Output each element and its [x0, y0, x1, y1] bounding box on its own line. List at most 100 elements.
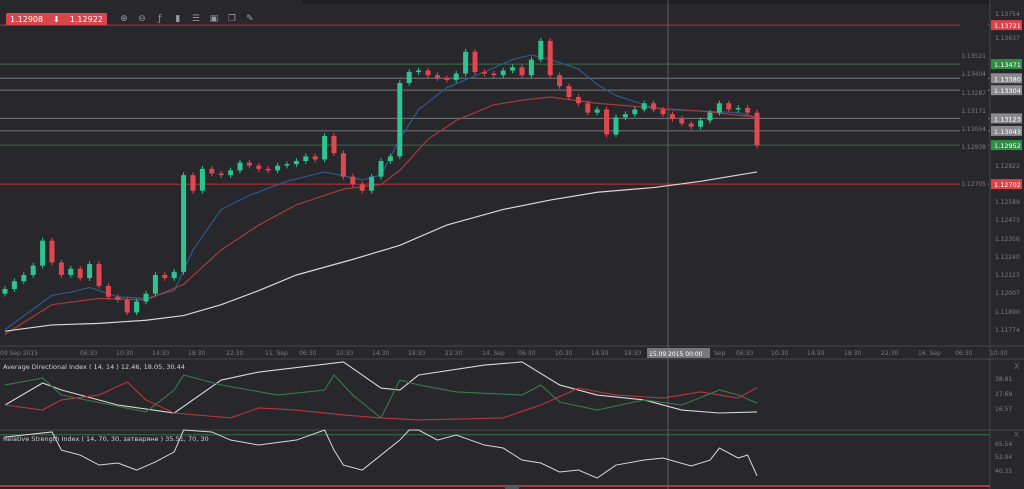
time-tick-label: 06:30 — [518, 350, 535, 357]
candle-body — [481, 72, 487, 74]
zoom-out-icon[interactable]: ⊖ — [138, 14, 146, 24]
candle-body — [500, 70, 506, 76]
price-level-tag — [991, 59, 1022, 70]
candle-body — [688, 123, 694, 127]
candle-body — [209, 168, 215, 174]
rsi-tick-label: 52.94 — [995, 454, 1012, 461]
time-tick-label: 14:30 — [591, 350, 608, 357]
adx-series-line — [4, 374, 758, 419]
price-tick-label: 1.13287 — [961, 90, 986, 97]
adx-tick-label: 16.57 — [995, 406, 1012, 413]
candle-body — [134, 301, 140, 313]
price-level-tag — [991, 113, 1022, 124]
candle-body — [265, 168, 271, 171]
time-tick-label: 11. Sep — [265, 350, 288, 357]
candle-body — [312, 156, 318, 160]
time-tick-label: 10:30 — [990, 350, 1007, 357]
candle-body — [406, 72, 412, 83]
candle-body — [350, 176, 356, 185]
candle-body — [369, 176, 375, 191]
candle-body — [237, 162, 243, 171]
candle-body — [152, 274, 158, 294]
price-level-label: 1.13123 — [994, 115, 1021, 123]
crosshair-time-tag — [647, 348, 710, 358]
candle-body — [228, 170, 234, 176]
time-tick-label: 14:30 — [807, 350, 824, 357]
candle-body — [115, 296, 121, 300]
candle-body — [49, 240, 55, 263]
candle-body — [679, 118, 685, 124]
candle-body — [96, 264, 102, 286]
panel-resize-handle[interactable] — [505, 486, 519, 489]
indicators-icon[interactable]: ƒ — [158, 14, 162, 24]
candle-body — [547, 40, 553, 76]
price-tick-label: 1.11890 — [995, 309, 1020, 316]
candle-body — [698, 120, 704, 127]
candle-body — [510, 67, 516, 71]
zoom-in-icon[interactable]: ⊕ — [120, 14, 128, 24]
candle-body — [585, 103, 591, 113]
candle-body — [538, 40, 544, 60]
screenshot-icon[interactable]: ▣ — [209, 14, 219, 24]
price-level-tag — [991, 140, 1022, 151]
time-tick-label: 10:30 — [116, 350, 133, 357]
adx-close-button[interactable]: X — [1014, 362, 1020, 371]
candle-body — [40, 240, 46, 266]
price-level-tag — [991, 179, 1022, 190]
candle-body — [68, 268, 74, 275]
candle-body — [434, 75, 440, 79]
time-tick-label: Sep — [714, 350, 726, 357]
price-tick-label: 1.13171 — [961, 108, 986, 115]
candle-body — [622, 114, 628, 118]
draw-icon[interactable]: ✎ — [246, 14, 254, 24]
candle-body — [246, 162, 252, 166]
candle-body — [124, 299, 130, 313]
time-tick-label: 18:30 — [844, 350, 861, 357]
price-level-tag — [991, 20, 1022, 31]
time-tick-label: 14:30 — [372, 350, 389, 357]
candle-body — [416, 70, 422, 73]
rsi-close-button[interactable]: X — [1014, 431, 1019, 439]
candle-body — [2, 289, 8, 294]
template-icon[interactable]: ☰ — [191, 14, 200, 24]
copy-icon[interactable]: ❐ — [227, 14, 236, 24]
time-tick-label: 22:30 — [881, 350, 898, 357]
candle-body — [293, 161, 299, 165]
candle-body — [162, 274, 168, 279]
time-tick-label: 10:30 — [555, 350, 572, 357]
quote-box[interactable]: 1.12908 ⬇ 1.12922 — [6, 13, 107, 25]
price-tick-label: 1.12123 — [995, 272, 1020, 279]
adx-series-line — [4, 381, 758, 421]
candle-body — [284, 164, 290, 166]
chart-type-icon[interactable]: ▮ — [175, 14, 181, 24]
price-level-label: 1.13721 — [994, 22, 1021, 30]
candle-body — [322, 136, 328, 160]
price-level-tag — [991, 85, 1022, 96]
candle-body — [519, 67, 525, 76]
candle-body — [105, 285, 111, 297]
candle-body — [604, 109, 610, 135]
candle-body — [359, 184, 365, 191]
time-tick-label: 06:30 — [736, 350, 753, 357]
arrow-down-icon: ⬇ — [53, 14, 60, 24]
price-tick-label: 1.13404 — [961, 71, 986, 78]
candle-body — [77, 268, 83, 279]
time-tick-label: 22:30 — [445, 350, 462, 357]
candle-body — [218, 173, 224, 176]
price-tick-label: 1.13754 — [995, 11, 1020, 18]
adx-tick-label: 38.81 — [995, 376, 1012, 383]
candle-body — [181, 175, 187, 272]
time-tick-label: 22:30 — [226, 350, 243, 357]
rsi-series-line — [4, 429, 758, 479]
candle-body — [557, 75, 563, 87]
price-tick-label: 1.12822 — [995, 163, 1020, 170]
price-tick-label: 1.12356 — [995, 236, 1020, 243]
rsi-title: Relative Strength Index ( 14, 70, 30, за… — [3, 435, 209, 443]
time-tick-label: 06:30 — [299, 350, 316, 357]
candle-body — [566, 86, 572, 98]
candle-body — [87, 264, 93, 279]
time-tick-label: 18:30 — [188, 350, 205, 357]
time-tick-label: 14:30 — [152, 350, 169, 357]
